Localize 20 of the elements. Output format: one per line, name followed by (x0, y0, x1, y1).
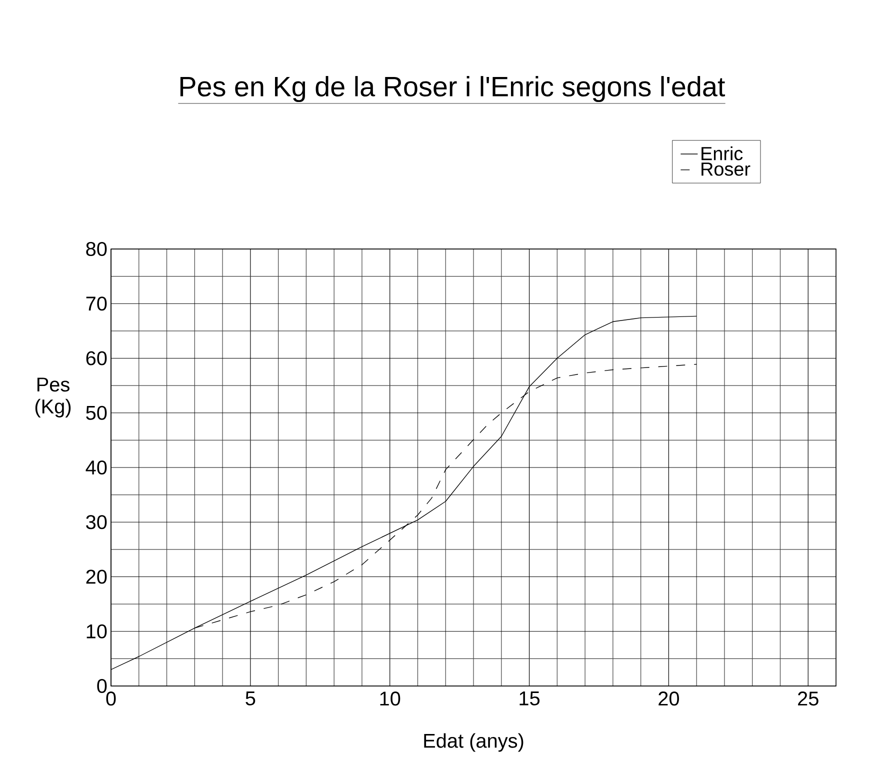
x-tick-label: 20 (658, 692, 679, 706)
y-tick-label: 50 (86, 406, 107, 420)
x-axis-title: Edat (anys) (424, 733, 524, 752)
y-tick-label: 70 (86, 296, 107, 311)
x-tick-label: 15 (520, 692, 540, 706)
x-tick-label: 0 (106, 692, 116, 706)
y-tick-label: 60 (86, 351, 107, 366)
y-tick-label: 40 (86, 460, 107, 475)
x-tick-label: 10 (380, 692, 400, 706)
y-axis-title: Pes (Kg) (35, 378, 71, 418)
x-tick-label: 5 (246, 692, 256, 706)
x-tick-label: 25 (798, 692, 818, 706)
y-tick-label: 20 (86, 570, 107, 584)
y-tick-label: 0 (97, 678, 107, 694)
y-tick-label: 30 (86, 515, 107, 530)
y-tick-label: 10 (86, 624, 107, 638)
legend-label: Roser (702, 162, 750, 176)
chart-title: Pes en Kg de la Roser i l'Enric segons l'edat (180, 76, 726, 102)
legend-label: Enric (702, 146, 743, 160)
y-tick-label: 80 (86, 242, 107, 256)
